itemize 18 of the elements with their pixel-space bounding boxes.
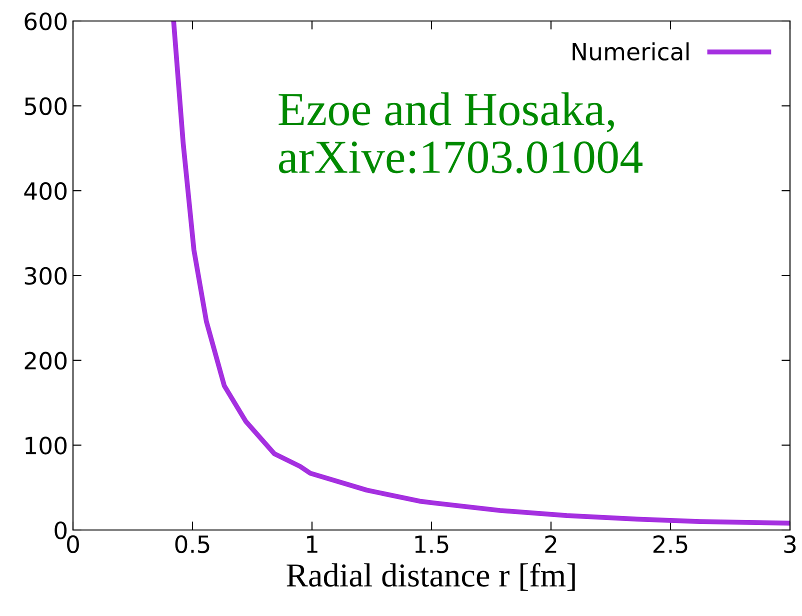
x-tick-label: 1.5 [415,536,448,554]
x-tick-label: 0 [67,535,79,554]
x-tick-label: 3 [784,535,796,554]
x-tick-label: 2 [545,535,556,553]
x-tick-label: 2.5 [653,535,688,554]
y-tick-label: 200 [24,352,67,370]
y-tick-label: 600 [24,12,67,30]
x-tick-label: 0.5 [175,535,210,554]
annotation: Ezoe and Hosaka, arXive:1703.01004 [278,92,643,174]
line-series [171,21,790,526]
x-axis-title: Radial distance r [fm] [286,562,575,591]
y-tick-label: 500 [24,97,67,116]
y-tick-label: 100 [26,436,67,454]
y-tick-label: 0 [54,521,67,540]
y-tick-label: 400 [24,182,67,200]
x-tick-label: 1 [307,536,318,553]
legend-label: Numerical [572,42,689,61]
y-tick-label: 300 [24,266,67,285]
